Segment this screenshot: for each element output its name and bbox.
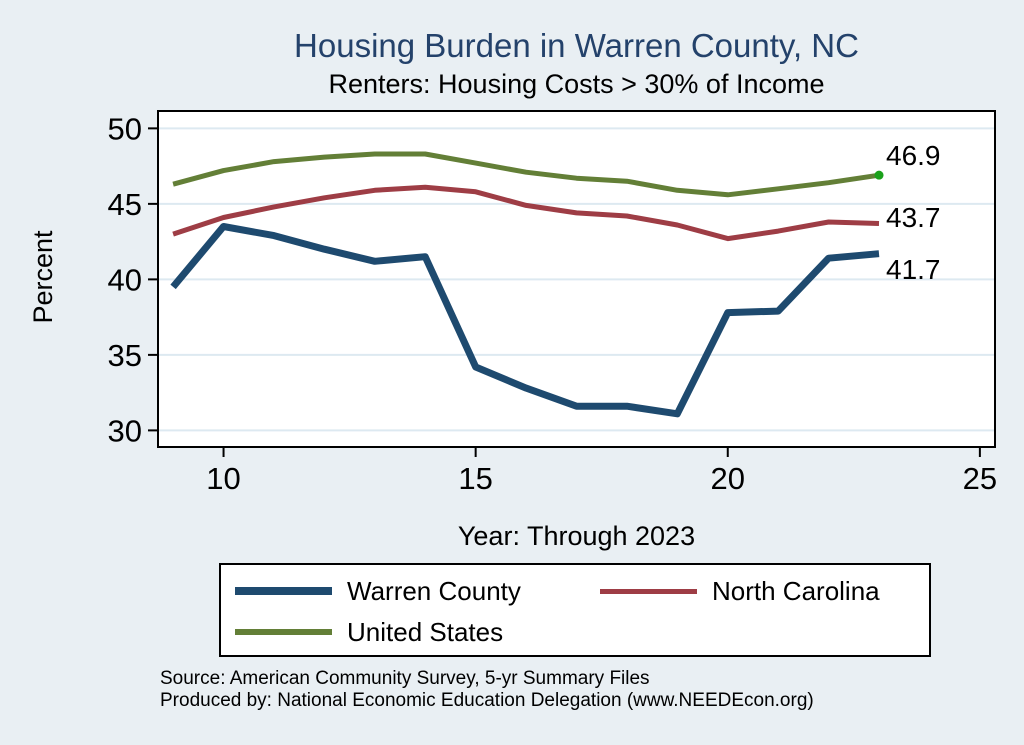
united-states-line-swatch (235, 629, 332, 635)
y-tick-label: 50 (108, 111, 142, 146)
y-tick-label: 45 (108, 187, 142, 222)
chart-subtitle: Renters: Housing Costs > 30% of Income (328, 69, 825, 99)
legend-label-warren-county: Warren County (347, 575, 521, 606)
x-tick-label: 15 (458, 461, 492, 496)
north-carolina-line-swatch (600, 588, 697, 594)
x-tick-label: 25 (963, 461, 997, 496)
legend-item-united-states: United States (235, 615, 503, 649)
y-axis-title: Percent (28, 230, 58, 324)
end-label-united-states: 46.9 (886, 140, 941, 171)
produced-by-note: Produced by: National Economic Education… (160, 690, 814, 711)
y-axis-ticks: 30 35 40 45 50 (108, 111, 158, 448)
legend-label-united-states: United States (347, 616, 504, 647)
y-tick-label: 30 (108, 413, 142, 448)
y-tick-label: 35 (108, 338, 142, 373)
end-label-warren-county: 41.7 (886, 254, 941, 285)
warren-county-line (170, 223, 880, 418)
source-note: Source: American Community Survey, 5-yr … (160, 668, 650, 689)
x-tick-label: 20 (711, 461, 745, 496)
warren-county-line-swatch (235, 587, 332, 595)
legend: Warren County North Carolina United Stat… (219, 563, 931, 657)
end-label-north-carolina: 43.7 (886, 202, 941, 233)
plot-frame (157, 110, 996, 448)
x-axis-title: Year: Through 2023 (457, 521, 696, 551)
us-end-marker-dot (874, 170, 884, 180)
north-carolina-line (172, 184, 880, 242)
y-tick-label: 40 (108, 262, 142, 297)
chart-title: Housing Burden in Warren County, NC (294, 27, 859, 64)
x-tick-label: 10 (206, 461, 240, 496)
y-gridlines (159, 127, 994, 432)
legend-label-north-carolina: North Carolina (712, 575, 880, 606)
united-states-line (172, 151, 880, 198)
legend-item-north-carolina: North Carolina (600, 574, 880, 608)
legend-item-warren-county: Warren County (235, 574, 521, 608)
x-axis-ticks: 10 15 20 25 (206, 447, 997, 496)
